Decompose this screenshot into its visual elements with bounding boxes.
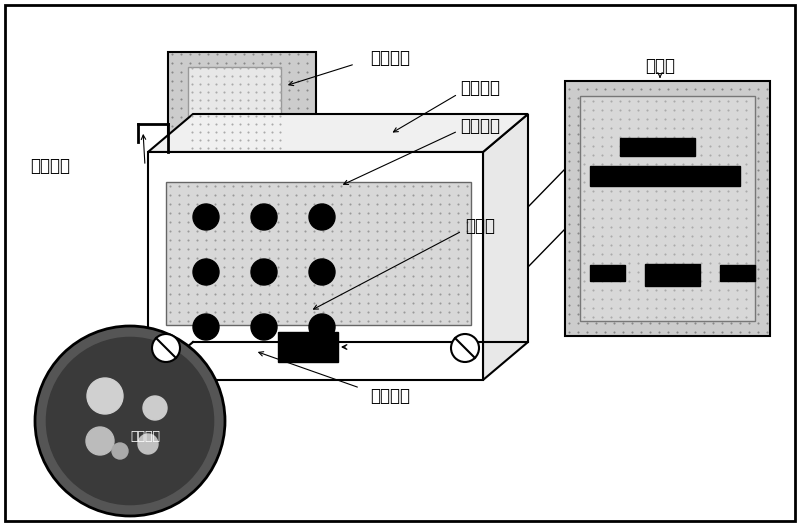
Bar [148,152,483,380]
Circle shape [193,259,219,285]
Circle shape [251,204,277,230]
Bar [580,96,755,321]
Circle shape [112,443,128,459]
Text: 加热台: 加热台 [465,217,495,235]
Circle shape [309,314,335,340]
Bar [720,265,755,281]
Bar [278,332,338,362]
Bar [565,81,770,336]
Circle shape [152,334,180,362]
Bar [645,264,700,286]
Bar [620,138,695,156]
Circle shape [193,314,219,340]
Circle shape [193,204,219,230]
Text: 数据接口: 数据接口 [30,157,70,175]
Circle shape [35,326,225,516]
Circle shape [87,378,123,414]
Circle shape [138,434,158,454]
Text: 测试基板: 测试基板 [460,117,500,135]
Bar [168,52,316,220]
Bar [590,265,625,281]
Circle shape [251,259,277,285]
Circle shape [451,334,479,362]
Text: 测试软件: 测试软件 [370,49,410,67]
Circle shape [86,427,114,455]
Polygon shape [483,114,528,380]
Circle shape [46,337,214,504]
Text: 电阻卡: 电阻卡 [645,57,675,75]
Bar [188,67,281,200]
Text: 混匀风扇: 混匀风扇 [370,387,410,405]
Circle shape [143,396,167,420]
Circle shape [251,314,277,340]
Circle shape [309,259,335,285]
Text: 气敏元件: 气敏元件 [130,430,160,442]
Circle shape [309,204,335,230]
Bar [166,182,471,325]
Text: 密闭空间: 密闭空间 [460,79,500,97]
Polygon shape [148,114,528,152]
Bar [590,166,740,186]
